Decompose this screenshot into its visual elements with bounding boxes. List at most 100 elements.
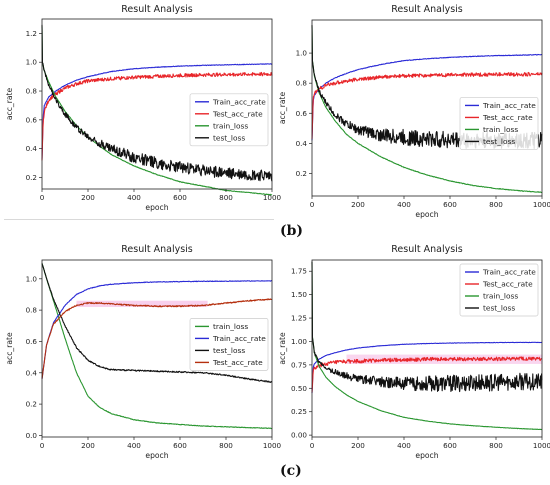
x-tick-label: 1000 (263, 441, 282, 450)
plot-frame (41, 259, 273, 438)
y-tick-label: 0.0 (26, 431, 38, 440)
legend-label: train_loss (483, 292, 518, 301)
x-tick-label: 400 (397, 441, 411, 450)
x-axis-label: epoch (415, 210, 438, 219)
legend-label: test_loss (483, 137, 515, 146)
series-line-train-loss (311, 26, 543, 194)
y-tick-label: 1.0 (26, 58, 38, 67)
legend-label: test_loss (213, 133, 245, 142)
series-line-train-acc-rate (41, 63, 273, 159)
x-tick-label: 400 (127, 441, 141, 450)
y-tick-label: 1.75 (291, 267, 307, 276)
plot-frame (41, 18, 273, 190)
x-tick-label: 1000 (263, 193, 282, 202)
legend: Train_acc_rate Test_acc_rate train_losstes… (459, 263, 539, 317)
chart-title: Result Analysis (391, 4, 463, 15)
x-tick-label: 800 (219, 441, 233, 450)
y-tick-label: 0.2 (26, 173, 37, 182)
legend-label: test_loss (483, 304, 515, 313)
series-line-test-acc-rate (41, 298, 273, 379)
chart-top-right: Result Analysis 0 200 400 600 800 1000 0.2 0.4 0.… (278, 0, 550, 225)
y-axis-label: acc_rate (5, 88, 14, 121)
y-tick-label: 1.50 (291, 290, 307, 299)
legend-label: Train_acc_rate (482, 268, 536, 277)
y-axis-label: acc_rate (278, 332, 287, 365)
y-tick-label: 0.00 (291, 431, 307, 440)
legend-label: Test_acc_rate (482, 113, 533, 122)
legend: Train_acc_rate Test_acc_rate train_losstes… (459, 97, 539, 150)
series-line-test-loss (41, 24, 273, 182)
series-line-test-loss (311, 261, 543, 393)
x-tick-label: 800 (489, 200, 503, 209)
x-tick-label: 800 (489, 441, 503, 450)
y-tick-label: 0.50 (291, 384, 307, 393)
chart-top-left: Result Analysis 0 200 400 600 800 1000 0.2 0.4 0.… (0, 0, 282, 225)
x-tick-label: 200 (81, 193, 95, 202)
y-tick-label: 1.0 (26, 274, 38, 283)
series-line-train-loss (311, 262, 543, 431)
y-axis-label: acc_rate (5, 332, 14, 365)
series-line-train-acc-rate (41, 280, 273, 379)
y-tick-label: 0.4 (296, 139, 308, 148)
chart-svg: Result Analysis 0 200 400 600 800 1000 0.00 0.25… (278, 244, 550, 460)
legend-label: Test_acc_rate (212, 109, 263, 118)
y-tick-label: 0.8 (26, 306, 38, 315)
legend-label: Test_acc_rate (482, 280, 533, 289)
legend-label: Train_acc_rate (482, 101, 536, 110)
shaded-band (76, 300, 208, 307)
chart-svg: Result Analysis 0 200 400 600 800 1000 0.0 0.2 0.… (5, 244, 282, 460)
x-tick-label: 200 (351, 200, 365, 209)
x-axis-label: epoch (145, 451, 168, 460)
chart-bottom-left: Result Analysis 0 200 400 600 800 1000 0.0 0.2 0.… (0, 240, 282, 462)
x-axis-label: epoch (415, 451, 438, 460)
y-tick-label: 0.8 (26, 87, 38, 96)
panel-label-c: (c) (280, 463, 302, 479)
y-tick-label: 0.4 (26, 144, 38, 153)
x-tick-label: 1000 (533, 441, 550, 450)
x-tick-label: 400 (127, 193, 141, 202)
legend-label: Train_acc_rate (212, 97, 266, 106)
y-tick-label: 0.6 (26, 337, 38, 346)
y-tick-label: 0.75 (291, 360, 307, 369)
x-tick-label: 600 (443, 200, 457, 209)
y-tick-label: 0.6 (296, 109, 308, 118)
legend-box (189, 93, 269, 147)
chart-title: Result Analysis (121, 244, 193, 255)
legend-box (189, 318, 269, 371)
legend: Train_acc_rate Test_acc_rate train_losstes… (189, 93, 269, 147)
y-tick-label: 0.6 (26, 115, 38, 124)
y-tick-label: 1.0 (296, 49, 308, 58)
legend-label: Test_acc_rate (212, 358, 263, 367)
x-tick-label: 800 (219, 193, 233, 202)
series-line-test-acc-rate (311, 71, 543, 139)
x-axis-label: epoch (145, 203, 168, 212)
series-line-train-loss (41, 263, 273, 430)
y-tick-label: 1.00 (291, 337, 307, 346)
y-tick-label: 0.4 (26, 368, 38, 377)
plot-frame (311, 19, 543, 197)
legend-label: train_loss (483, 125, 518, 134)
x-tick-label: 0 (40, 193, 45, 202)
x-tick-label: 200 (351, 441, 365, 450)
x-tick-label: 0 (40, 441, 45, 450)
chart-svg: Result Analysis 0 200 400 600 800 1000 0.2 0.4 0.… (5, 4, 282, 212)
series-line-test-acc-rate (41, 71, 273, 161)
y-tick-label: 0.2 (26, 400, 37, 409)
y-tick-label: 0.25 (291, 407, 307, 416)
panel-label-b: (b) (280, 223, 304, 239)
legend: train_loss Train_acc_rate test_loss Test_ac… (189, 318, 269, 371)
x-tick-label: 1000 (533, 200, 550, 209)
y-tick-label: 1.2 (26, 29, 37, 38)
y-tick-label: 1.25 (291, 314, 307, 323)
x-tick-label: 400 (397, 200, 411, 209)
legend-box (459, 97, 539, 150)
x-tick-label: 0 (310, 441, 315, 450)
series-line-test-acc-rate (311, 356, 543, 393)
chart-bottom-right: Result Analysis 0 200 400 600 800 1000 0.00 0.25… (278, 240, 550, 462)
legend-label: Train_acc_rate (212, 334, 266, 343)
chart-title: Result Analysis (121, 4, 193, 15)
legend-label: train_loss (213, 121, 248, 130)
y-tick-label: 0.8 (296, 79, 308, 88)
y-axis-label: acc_rate (278, 92, 287, 125)
x-tick-label: 600 (443, 441, 457, 450)
